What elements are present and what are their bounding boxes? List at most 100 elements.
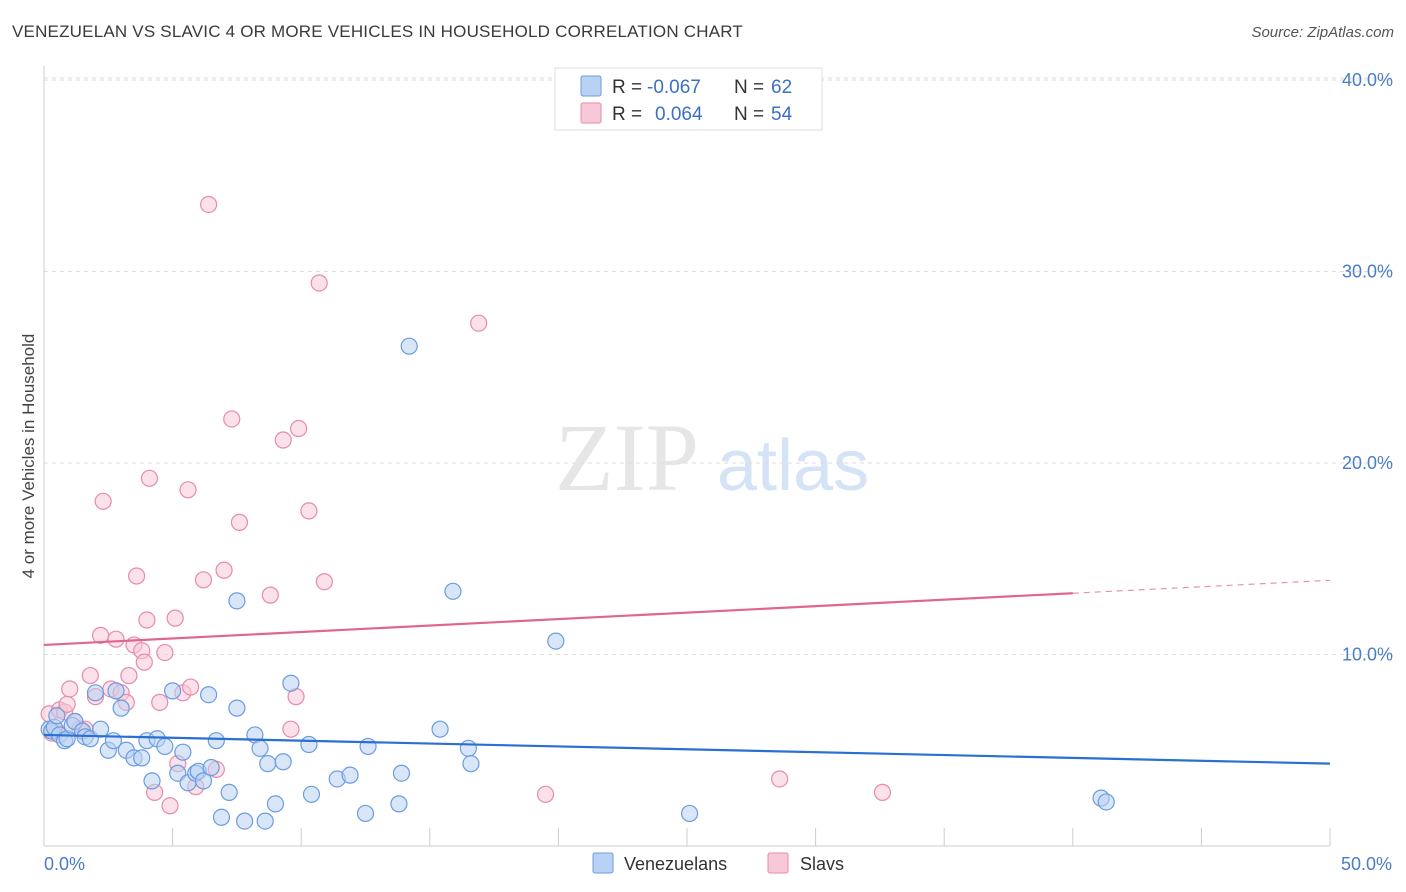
slavs-point <box>300 502 318 520</box>
slavs-point <box>161 797 179 815</box>
venezuelans-point <box>86 684 105 702</box>
venezuelans-point <box>300 735 318 754</box>
slavs-point <box>156 643 174 662</box>
venezuelans-point <box>251 739 269 757</box>
slavs-point <box>282 720 300 738</box>
venezuelans-point <box>228 699 246 717</box>
venezuelans-point <box>274 753 292 771</box>
slavs-point <box>194 571 213 589</box>
y-axis-label: 4 or more Vehicles in Household <box>19 334 38 579</box>
y-tick-label-10: 10.0% <box>1342 645 1393 665</box>
top-legend: R = -0.067 N = 62 R = 0.064 N = 54 <box>554 67 823 131</box>
slavs-point <box>261 586 279 604</box>
legend-r-label-2: R = <box>612 104 642 125</box>
venezuelans-point <box>282 674 300 692</box>
venezuelans-point <box>107 682 125 700</box>
slavs-point <box>81 666 99 685</box>
slavs-point <box>107 630 125 648</box>
slavs-point <box>135 653 153 671</box>
slavs-point <box>215 561 233 579</box>
legend-n-value-2: 54 <box>771 104 793 125</box>
y-tick-labels: 10.0% 20.0% 30.0% 40.0% <box>1342 70 1393 665</box>
slavs-point <box>179 481 197 499</box>
venezuelans-point <box>359 737 377 756</box>
venezuelans-point <box>266 795 285 813</box>
legend-swatch-venezuelans <box>580 75 602 97</box>
watermark-zip: ZIP <box>555 404 699 511</box>
slavs-point <box>274 431 292 449</box>
venezuelans-point <box>462 755 480 773</box>
legend-n-label-1: N = <box>734 77 764 98</box>
gridlines <box>44 77 1392 655</box>
x-tick-label-left: 0.0% <box>44 854 85 874</box>
venezuelans-point <box>194 772 213 790</box>
venezuelans-point <box>392 764 411 782</box>
venezuelans-point <box>220 783 238 801</box>
bottom-legend-swatch-slavs <box>767 852 789 874</box>
slavs-trend-extension <box>1072 579 1331 594</box>
y-tick-label-40: 40.0% <box>1342 70 1393 90</box>
trend-lines <box>43 579 1331 765</box>
slavs-point <box>230 513 249 531</box>
venezuelans-point <box>112 699 130 717</box>
slavs-point <box>536 785 555 803</box>
venezuelans-point <box>202 758 220 777</box>
venezuelans-point <box>236 812 254 830</box>
slavs-point <box>223 410 241 428</box>
slavs-point <box>770 770 789 788</box>
slavs-point <box>200 195 218 214</box>
venezuelans-point <box>156 737 174 756</box>
legend-n-label-2: N = <box>734 104 764 125</box>
slavs-point <box>140 469 159 487</box>
slavs-point <box>470 314 488 332</box>
venezuelans-point <box>431 720 449 738</box>
slavs-point <box>61 680 79 698</box>
legend-r-value-2: 0.064 <box>655 104 703 125</box>
venezuelans-point <box>228 592 246 610</box>
slavs-point <box>127 567 146 585</box>
legend-n-value-1: 62 <box>771 77 792 98</box>
legend-r-value-1: -0.067 <box>647 77 701 98</box>
bottom-legend: Venezuelans Slavs <box>592 852 844 874</box>
venezuelans-trend-line <box>43 733 1331 765</box>
x-tick-label-right: 50.0% <box>1341 854 1392 874</box>
source-label: Source: ZipAtlas.com <box>1251 24 1394 41</box>
slavs-point <box>151 693 169 711</box>
slavs-point <box>120 666 138 685</box>
slavs-point <box>873 783 892 801</box>
venezuelans-point <box>143 772 161 790</box>
venezuelans-point <box>174 743 192 761</box>
slavs-point <box>94 492 112 510</box>
bottom-legend-slavs: Slavs <box>800 854 844 874</box>
venezuelans-point <box>48 707 66 725</box>
x-tick-labels: 0.0% 50.0% <box>44 854 1392 874</box>
slavs-point <box>290 419 308 438</box>
venezuelans-point <box>133 749 151 767</box>
bottom-legend-swatch-venezuelans <box>592 852 614 874</box>
venezuelans-point <box>164 682 182 700</box>
venezuelans-point <box>1097 793 1115 811</box>
venezuelans-point <box>680 804 699 823</box>
venezuelans-point <box>200 686 218 704</box>
chart-title: VENEZUELAN VS SLAVIC 4 OR MORE VEHICLES … <box>12 22 743 41</box>
venezuelans-point <box>459 739 477 757</box>
venezuelans-point <box>356 804 375 823</box>
venezuelans-point <box>91 720 110 738</box>
legend-swatch-slavs <box>580 102 602 124</box>
venezuelans-point <box>400 337 418 355</box>
watermark-atlas: atlas <box>717 426 869 506</box>
slavs-point <box>310 274 328 292</box>
venezuelans-point <box>547 632 565 650</box>
venezuelans-point <box>341 766 359 784</box>
slavs-point <box>138 611 156 629</box>
y-tick-label-30: 30.0% <box>1342 262 1393 282</box>
slavs-point <box>182 678 200 696</box>
venezuelans-point <box>444 582 462 600</box>
venezuelans-point <box>212 808 231 826</box>
legend-r-label-1: R = <box>612 77 642 98</box>
venezuelans-point <box>390 795 408 813</box>
bottom-legend-venezuelans: Venezuelans <box>624 854 727 874</box>
venezuelans-point <box>302 785 321 803</box>
venezuelans-point <box>256 812 274 830</box>
